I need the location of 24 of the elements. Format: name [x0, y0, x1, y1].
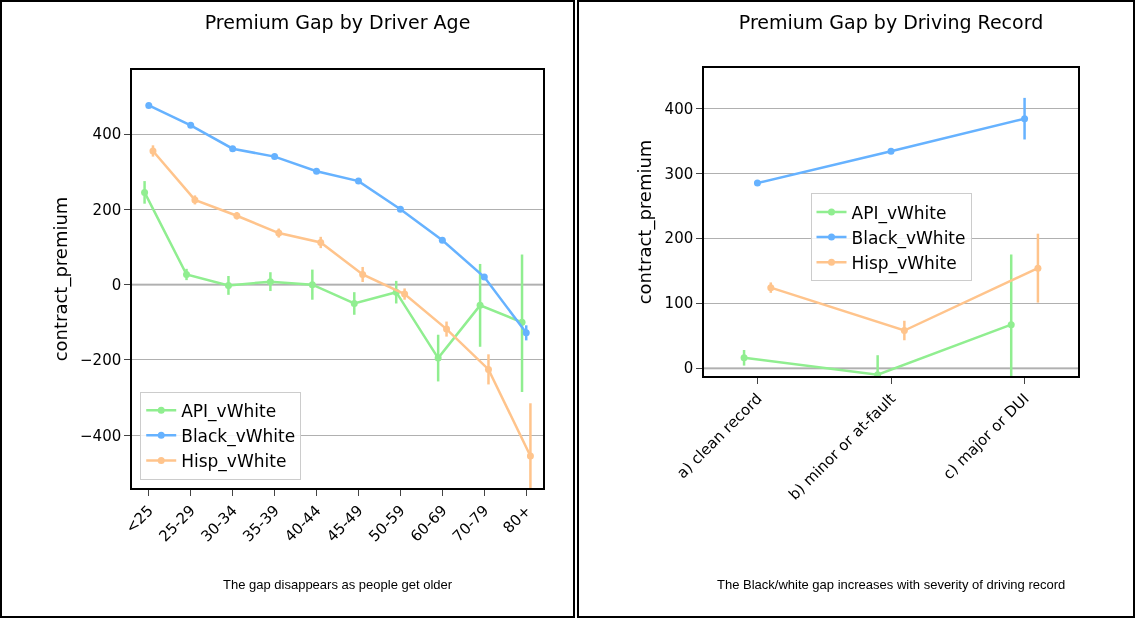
chart-title: Premium Gap by Driving Record: [738, 11, 1044, 34]
y-tick-label: 100: [664, 294, 694, 313]
legend-label: API_vWhite: [181, 400, 277, 422]
y-axis-title: contract_premium: [634, 139, 657, 305]
y-axis-title: contract_premium: [49, 196, 72, 362]
y-tick-label: 200: [664, 229, 694, 248]
x-tick-label: 80+: [499, 501, 535, 537]
legend-label: Black_vWhite: [851, 227, 966, 249]
y-tick-label: 400: [92, 125, 122, 144]
y-tick-label: 0: [683, 359, 694, 378]
y-tick-label: −400: [80, 426, 122, 445]
x-tick-label: <25: [121, 501, 157, 537]
y-tick-label: 0: [111, 275, 122, 294]
chart-title: Premium Gap by Driver Age: [204, 11, 471, 34]
legend-label: Black_vWhite: [181, 425, 296, 447]
y-tick-label: 400: [664, 99, 694, 118]
legend-label: Hisp_vWhite: [181, 451, 287, 473]
legend-label: Hisp_vWhite: [851, 252, 957, 274]
legend-label: API_vWhite: [851, 202, 947, 224]
y-tick-label: −200: [80, 351, 122, 370]
y-tick-label: 300: [664, 164, 694, 183]
text: The Black/white gap increases with severity of driving record: [717, 577, 1066, 592]
text: The gap disappears as people get older: [223, 577, 453, 592]
y-tick-label: 200: [92, 200, 122, 219]
